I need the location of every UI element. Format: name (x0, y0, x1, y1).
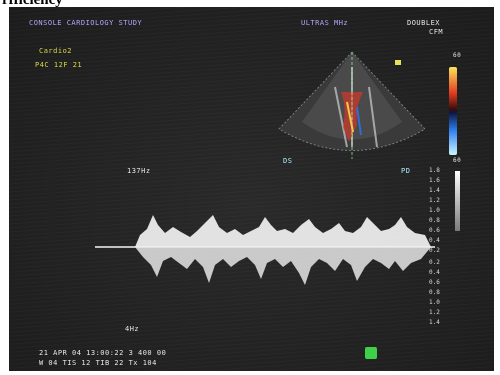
footer-line-1: 21 APR 04 13:00:22 3 400 00 (39, 349, 167, 357)
color-doppler-sector (278, 51, 426, 159)
color-velocity-bar (449, 67, 457, 155)
velocity-scale: 1.8 1.6 1.4 1.2 1.0 0.8 0.6 0.4 0.2 0.2 … (429, 167, 440, 326)
time-label: 4Hz (125, 325, 140, 333)
ultrasound-screen: CONSOLE CARDIOLOGY STUDY ULTRAS MHz DOUB… (9, 7, 494, 371)
mode-label: DOUBLEX (407, 19, 441, 27)
sweep-label: 137Hz (127, 167, 151, 175)
probe-label: ULTRAS MHz (301, 19, 349, 27)
mode-sub-label: CFM (429, 28, 444, 36)
status-marker-icon (365, 347, 377, 359)
spectral-doppler-trace (95, 215, 435, 285)
footer-line-2: W 04 TIS 12 TIB 22 Tx 104 (39, 359, 157, 367)
patient-name: Cardio2 (39, 47, 73, 55)
depth-label: DS (283, 157, 293, 165)
sample-label: PD (401, 167, 411, 175)
institution-label: CONSOLE CARDIOLOGY STUDY (29, 19, 143, 27)
frame-info: P4C 12F 21 (35, 61, 83, 69)
color-scale-top: 60 (453, 52, 462, 59)
color-scale-bottom: 60 (453, 157, 462, 164)
velocity-baseline-bar (455, 171, 460, 231)
fragment-title: rfficiency (2, 0, 63, 8)
